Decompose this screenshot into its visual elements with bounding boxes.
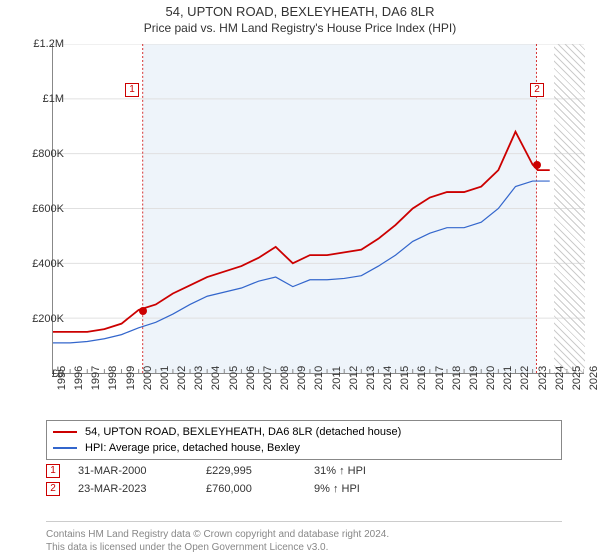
y-tick-label: £400K <box>16 258 64 270</box>
y-tick-label: £800K <box>16 148 64 160</box>
x-tick-label: 2000 <box>142 366 154 390</box>
chart-container: 54, UPTON ROAD, BEXLEYHEATH, DA6 8LR Pri… <box>0 0 600 560</box>
x-tick-label: 1996 <box>73 366 85 390</box>
legend-swatch-property <box>53 431 77 433</box>
legend-label-property: 54, UPTON ROAD, BEXLEYHEATH, DA6 8LR (de… <box>85 426 401 438</box>
x-tick-label: 2021 <box>502 366 514 390</box>
x-tick-label: 2020 <box>485 366 497 390</box>
x-tick-label: 2007 <box>262 366 274 390</box>
transaction-delta-1: 31% ↑ HPI <box>314 465 366 477</box>
x-tick-label: 2016 <box>416 366 428 390</box>
transaction-marker-2: 2 <box>46 482 60 496</box>
x-tick-label: 2017 <box>434 366 446 390</box>
transaction-row-2: 2 23-MAR-2023 £760,000 9% ↑ HPI <box>46 480 562 498</box>
x-tick-label: 2026 <box>588 366 600 390</box>
marker-dot <box>533 161 541 169</box>
x-tick-label: 2010 <box>313 366 325 390</box>
x-tick-label: 2023 <box>537 366 549 390</box>
chart-subtitle: Price paid vs. HM Land Registry's House … <box>0 19 600 35</box>
x-tick-label: 2012 <box>348 366 360 390</box>
x-tick-label: 2009 <box>296 366 308 390</box>
marker-dot <box>139 307 147 315</box>
x-tick-label: 1997 <box>90 366 102 390</box>
transaction-price-2: £760,000 <box>206 483 296 495</box>
attribution-line1: Contains HM Land Registry data © Crown c… <box>46 528 562 541</box>
x-tick-label: 2014 <box>382 366 394 390</box>
x-tick-label: 2025 <box>571 366 583 390</box>
y-tick-label: £600K <box>16 203 64 215</box>
legend-label-hpi: HPI: Average price, detached house, Bexl… <box>85 442 300 454</box>
x-tick-label: 2024 <box>554 366 566 390</box>
transaction-row-1: 1 31-MAR-2000 £229,995 31% ↑ HPI <box>46 462 562 480</box>
chart-title: 54, UPTON ROAD, BEXLEYHEATH, DA6 8LR <box>0 0 600 19</box>
y-tick-label: £1M <box>16 93 64 105</box>
legend-swatch-hpi <box>53 447 77 448</box>
x-tick-label: 1998 <box>107 366 119 390</box>
legend-row-property: 54, UPTON ROAD, BEXLEYHEATH, DA6 8LR (de… <box>53 424 555 440</box>
x-tick-label: 2004 <box>210 366 222 390</box>
plot-area: 12 <box>52 44 584 374</box>
y-tick-label: £1.2M <box>16 38 64 50</box>
x-tick-label: 2022 <box>519 366 531 390</box>
legend: 54, UPTON ROAD, BEXLEYHEATH, DA6 8LR (de… <box>46 420 562 460</box>
x-tick-label: 2006 <box>245 366 257 390</box>
x-tick-label: 1999 <box>125 366 137 390</box>
transaction-marker-1: 1 <box>46 464 60 478</box>
transaction-delta-2: 9% ↑ HPI <box>314 483 360 495</box>
x-tick-label: 2008 <box>279 366 291 390</box>
future-hatch <box>554 44 585 373</box>
x-tick-label: 2019 <box>468 366 480 390</box>
attribution-line2: This data is licensed under the Open Gov… <box>46 541 562 554</box>
y-tick-label: £200K <box>16 313 64 325</box>
marker-label: 2 <box>530 83 544 97</box>
x-tick-label: 2011 <box>331 366 343 390</box>
x-tick-label: 1995 <box>56 366 68 390</box>
transaction-price-1: £229,995 <box>206 465 296 477</box>
transaction-date-2: 23-MAR-2023 <box>78 483 188 495</box>
x-tick-label: 2018 <box>451 366 463 390</box>
x-tick-label: 2015 <box>399 366 411 390</box>
x-tick-label: 2001 <box>159 366 171 390</box>
x-tick-label: 2003 <box>193 366 205 390</box>
transaction-date-1: 31-MAR-2000 <box>78 465 188 477</box>
x-tick-label: 2013 <box>365 366 377 390</box>
x-tick-label: 2005 <box>228 366 240 390</box>
x-tick-label: 2002 <box>176 366 188 390</box>
legend-row-hpi: HPI: Average price, detached house, Bexl… <box>53 440 555 456</box>
marker-label: 1 <box>125 83 139 97</box>
transactions: 1 31-MAR-2000 £229,995 31% ↑ HPI 2 23-MA… <box>46 462 562 498</box>
attribution: Contains HM Land Registry data © Crown c… <box>46 521 562 554</box>
